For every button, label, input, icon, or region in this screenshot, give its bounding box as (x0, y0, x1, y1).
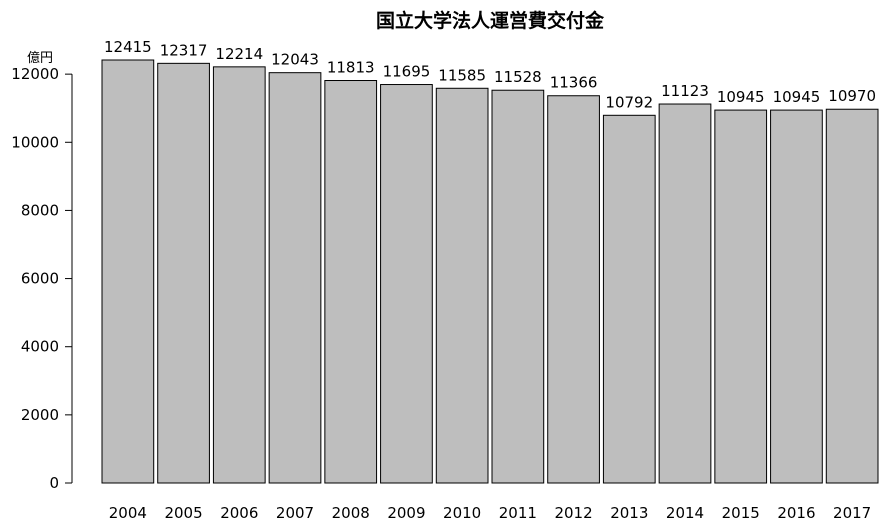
y-tick-label: 8000 (21, 201, 59, 219)
x-tick-label: 2012 (554, 504, 592, 522)
bar-value-label: 10945 (717, 88, 765, 106)
bar-value-label: 11695 (383, 63, 431, 81)
x-tick-label: 2014 (666, 504, 704, 522)
y-tick-label: 10000 (11, 133, 59, 151)
bar (324, 80, 378, 484)
x-tick-label: 2016 (777, 504, 815, 522)
bar (658, 103, 712, 484)
bar (101, 59, 155, 484)
bar-value-label: 12415 (104, 38, 152, 56)
bar (212, 66, 266, 484)
y-tick-label: 4000 (21, 338, 59, 356)
bar (714, 109, 768, 484)
bar (268, 72, 322, 484)
bar-value-label: 10792 (605, 93, 653, 111)
bar (825, 108, 879, 484)
x-tick-label: 2013 (610, 504, 648, 522)
x-tick-label: 2005 (164, 504, 202, 522)
x-tick-label: 2011 (499, 504, 537, 522)
bar (157, 62, 210, 484)
bar-value-label: 11366 (550, 74, 598, 92)
x-tick-label: 2010 (443, 504, 481, 522)
bar (380, 84, 433, 484)
bar (770, 109, 823, 484)
x-tick-label: 2004 (109, 504, 147, 522)
bar (491, 89, 545, 484)
bar-value-label: 11528 (494, 68, 542, 86)
chart-title: 国立大学法人運営費交付金 (376, 9, 605, 32)
x-tick-label: 2015 (722, 504, 760, 522)
y-tick-label: 6000 (21, 270, 59, 288)
x-tick-label: 2007 (276, 504, 314, 522)
y-axis: 0 2000 4000 6000 8000 10000 12000 (11, 65, 73, 492)
bar (602, 114, 656, 484)
y-tick-label: 12000 (11, 65, 59, 83)
x-axis-labels: 2004 2005 2006 2007 2008 2009 2010 2011 2012 2013… (109, 504, 871, 522)
bar-value-label: 11813 (327, 59, 375, 77)
y-tick-label: 2000 (21, 406, 59, 424)
bar-value-label: 12317 (160, 41, 208, 59)
y-tick-label: 0 (49, 474, 59, 492)
bar-value-label: 11585 (438, 66, 486, 84)
x-tick-label: 2006 (220, 504, 258, 522)
x-tick-label: 2009 (387, 504, 425, 522)
data-labels: 12415 12317 12214 12043 11813 11695 11585 11528… (104, 38, 876, 111)
x-tick-label: 2008 (332, 504, 370, 522)
bar (435, 87, 489, 484)
bar-series (101, 59, 879, 484)
bar (547, 95, 600, 484)
bar-value-label: 11123 (661, 82, 709, 100)
bar-value-label: 12214 (215, 45, 263, 63)
bar-value-label: 10970 (828, 87, 876, 105)
x-tick-label: 2017 (833, 504, 871, 522)
bar-value-label: 10945 (773, 88, 821, 106)
y-axis-unit-label: 億円 (27, 50, 53, 66)
bar-value-label: 12043 (271, 51, 319, 69)
